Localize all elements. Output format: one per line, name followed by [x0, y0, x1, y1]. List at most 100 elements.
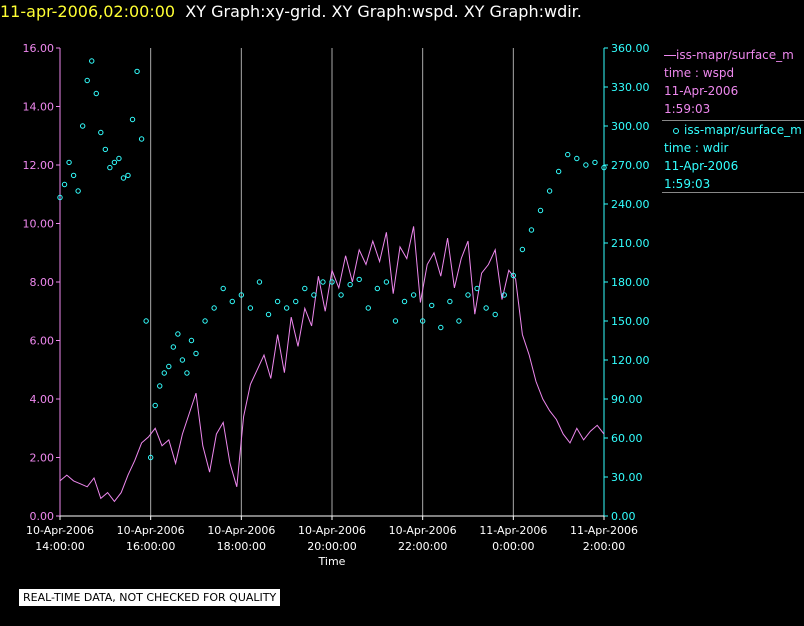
x-tick-label-time: 18:00:00	[217, 540, 266, 553]
data-point-wdir	[188, 337, 195, 344]
data-point-wdir	[510, 272, 517, 279]
data-point-wdir	[120, 175, 127, 181]
data-point-wdir	[193, 350, 199, 357]
data-point-wdir	[546, 188, 553, 194]
chart-title: 11-apr-2006,02:00:00 XY Graph:xy-grid. X…	[0, 0, 582, 24]
data-point-wdir	[347, 281, 353, 288]
x-tick-label-time: 22:00:00	[398, 540, 447, 553]
data-point-wdir	[211, 305, 217, 311]
legend-divider	[662, 120, 804, 121]
data-point-wdir	[202, 318, 208, 324]
data-point-wdir	[438, 324, 444, 331]
y-left-tick-label: 16.00	[23, 42, 55, 55]
x-tick-label-date: 10-Apr-2006	[117, 524, 185, 537]
data-point-wdir	[265, 311, 272, 318]
y-right-tick-label: 180.00	[611, 276, 650, 289]
legend-wdir-series: iss-mapr/surface_m	[664, 121, 804, 139]
data-point-wdir	[179, 357, 186, 363]
data-point-wdir	[601, 164, 607, 171]
legend-wspd: iss-mapr/surface_m time : wspd 11-Apr-20…	[664, 46, 804, 118]
legend-divider	[662, 192, 804, 193]
data-point-wdir	[107, 164, 113, 171]
y-right-tick-label: 60.00	[611, 432, 643, 445]
x-tick-label-time: 0:00:00	[492, 540, 534, 553]
y-left-tick-label: 0.00	[30, 510, 55, 523]
y-left-tick-label: 8.00	[30, 276, 55, 289]
data-point-wdir	[220, 285, 226, 292]
x-tick-label-date: 10-Apr-2006	[298, 524, 366, 537]
data-point-wdir	[102, 146, 109, 153]
title-date-time: 11-apr-2006,02:00:00	[0, 2, 176, 21]
legend-wspd-time: 1:59:03	[664, 102, 711, 116]
data-point-wdir	[410, 292, 417, 298]
y-left-tick-label: 10.00	[23, 218, 55, 231]
y-right-tick-label: 0.00	[611, 510, 636, 523]
data-point-wdir	[383, 279, 390, 285]
y-right-tick-label: 30.00	[611, 471, 643, 484]
data-point-wdir	[483, 305, 489, 311]
data-point-wdir	[89, 58, 95, 64]
data-point-wdir	[283, 305, 290, 311]
legend-wdir-date: 11-Apr-2006	[664, 159, 739, 173]
data-point-wdir	[247, 305, 254, 311]
x-tick-label-date: 10-Apr-2006	[26, 524, 94, 537]
data-point-wdir	[338, 292, 344, 298]
data-point-wdir	[184, 370, 190, 376]
legend-line-swatch	[664, 55, 676, 56]
data-point-wdir	[274, 298, 281, 305]
legend-wspd-series: iss-mapr/surface_m	[664, 46, 804, 64]
data-point-wdir	[175, 331, 181, 337]
y-left-tick-label: 6.00	[30, 335, 55, 348]
x-axis-label: Time	[318, 555, 346, 568]
data-point-wdir	[429, 302, 435, 309]
data-point-wdir	[129, 116, 136, 123]
data-point-wdir	[138, 136, 145, 142]
data-point-wdir	[565, 151, 571, 158]
data-point-wdir	[66, 159, 72, 166]
data-point-wdir	[392, 318, 399, 324]
data-point-wdir	[70, 172, 77, 179]
data-point-wdir	[365, 305, 371, 311]
x-tick-label-date: 11-Apr-2006	[570, 524, 638, 537]
x-tick-label-date: 11-Apr-2006	[479, 524, 547, 537]
data-point-wdir	[302, 285, 308, 292]
data-point-wdir	[79, 123, 86, 129]
data-point-wdir	[157, 383, 163, 389]
data-point-wdir	[256, 279, 263, 285]
title-graphs: XY Graph:xy-grid. XY Graph:wspd. XY Grap…	[185, 2, 582, 21]
data-point-wdir	[134, 68, 140, 75]
data-point-wdir	[492, 311, 498, 318]
y-right-tick-label: 210.00	[611, 237, 650, 250]
legend-wdir: iss-mapr/surface_m time : wdir 11-Apr-20…	[664, 121, 804, 193]
data-point-wdir	[519, 246, 526, 253]
data-point-wdir	[166, 363, 172, 370]
data-point-wdir	[555, 168, 562, 175]
data-point-wdir	[583, 162, 589, 168]
y-left-tick-label: 4.00	[30, 393, 55, 406]
y-right-tick-label: 360.00	[611, 42, 650, 55]
y-right-tick-label: 330.00	[611, 81, 650, 94]
x-tick-label-time: 20:00:00	[307, 540, 356, 553]
data-point-wdir	[574, 155, 580, 162]
y-left-tick-label: 2.00	[30, 452, 55, 465]
y-right-tick-label: 240.00	[611, 198, 650, 211]
data-point-wdir	[320, 279, 326, 285]
data-point-wdir	[161, 370, 167, 376]
legend-wspd-var: time : wspd	[664, 66, 735, 80]
data-point-wdir	[447, 298, 453, 305]
data-point-wdir	[456, 318, 462, 324]
y-right-tick-label: 150.00	[611, 315, 650, 328]
data-point-wdir	[465, 292, 471, 298]
data-point-wdir	[61, 181, 68, 188]
legend-wspd-series-label: iss-mapr/surface_m	[676, 48, 794, 62]
x-tick-label-date: 10-Apr-2006	[389, 524, 457, 537]
data-point-wdir	[111, 159, 118, 166]
legend-wdir-series-label: iss-mapr/surface_m	[684, 123, 802, 137]
data-point-wdir	[75, 188, 81, 194]
x-tick-label-time: 2:00:00	[583, 540, 625, 553]
data-point-wdir	[93, 90, 99, 97]
data-point-wdir	[528, 227, 535, 233]
legend-wdir-var: time : wdir	[664, 141, 729, 155]
series-line-wspd	[59, 226, 605, 503]
